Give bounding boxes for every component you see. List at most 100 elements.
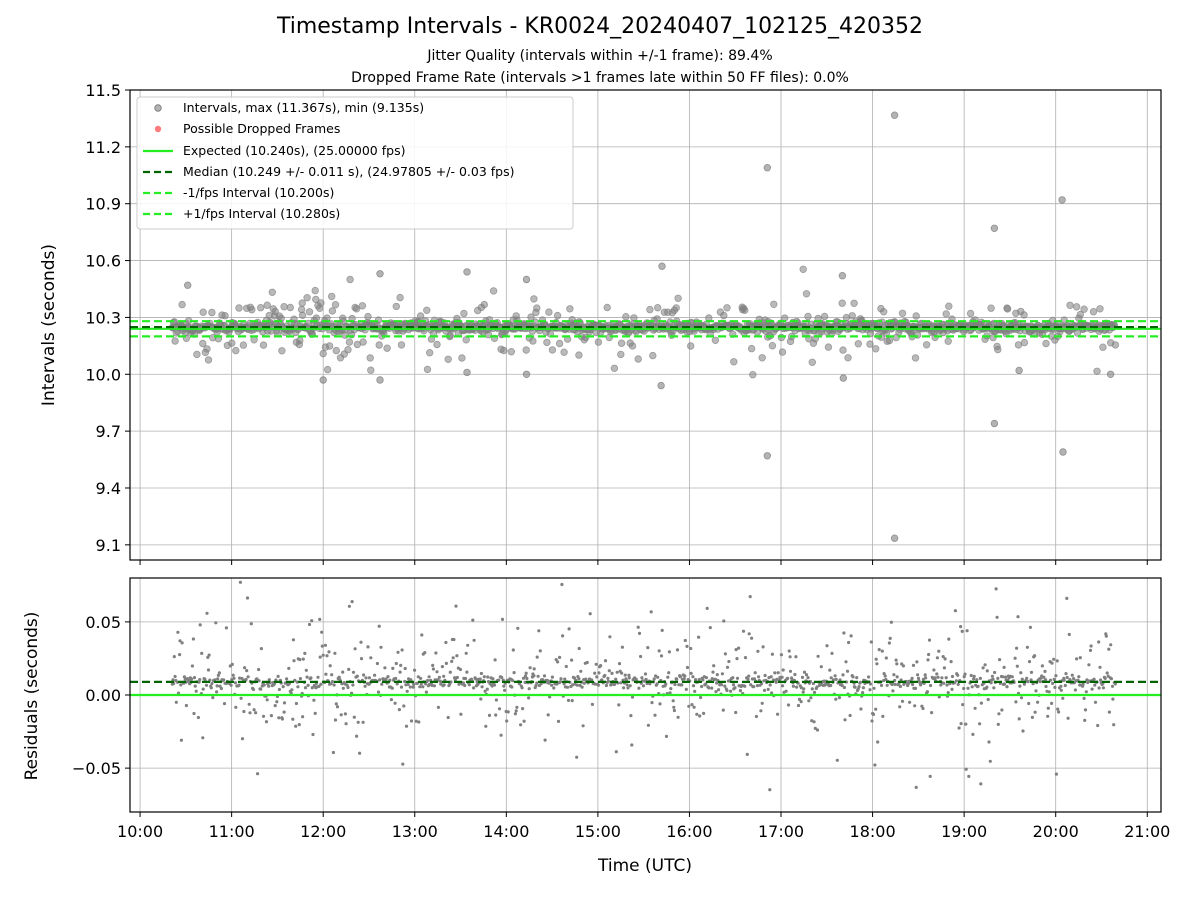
interval-point <box>286 303 294 312</box>
residual-point <box>867 675 871 679</box>
residual-point <box>942 666 947 670</box>
residual-point <box>911 663 916 668</box>
residual-point <box>577 677 581 681</box>
residual-point <box>619 681 623 685</box>
residual-point <box>282 701 287 705</box>
residual-point <box>943 657 947 661</box>
chart-title: Timestamp Intervals - KR0024_20240407_10… <box>276 14 924 39</box>
interval-outlier-point <box>890 111 899 119</box>
residual-point <box>386 675 390 679</box>
residual-point <box>339 713 343 717</box>
residual-point <box>819 665 823 669</box>
residual-point <box>975 678 979 682</box>
residual-point <box>933 676 937 680</box>
residual-point <box>700 684 704 689</box>
residual-point <box>377 624 381 628</box>
residual-point <box>1107 647 1111 651</box>
residual-point <box>187 678 191 682</box>
residual-point <box>522 719 526 723</box>
residual-point <box>812 720 816 724</box>
residual-point <box>747 674 751 678</box>
residual-point <box>570 699 574 703</box>
residual-point <box>892 673 896 677</box>
residual-point <box>543 738 547 742</box>
intervals-y-tick-label: 10.6 <box>85 252 121 271</box>
residual-point <box>969 673 973 678</box>
residual-point <box>715 673 719 677</box>
residual-point <box>861 686 866 690</box>
residual-point <box>655 682 659 686</box>
residual-point <box>954 679 959 683</box>
residual-point <box>997 712 1001 716</box>
residual-point <box>575 755 579 759</box>
residual-point <box>400 648 404 652</box>
intervals-legend: Intervals, max (11.367s), min (9.135s) P… <box>136 96 574 230</box>
intervals-plot-frame <box>129 89 1162 561</box>
residual-point <box>671 699 675 703</box>
residual-point <box>191 637 195 641</box>
residual-point <box>211 696 215 700</box>
residual-point <box>735 657 739 661</box>
residual-point <box>464 651 468 655</box>
residual-point <box>641 684 646 688</box>
x-tick-label: 16:00 <box>666 822 712 841</box>
residual-point <box>535 681 539 685</box>
residual-point <box>1020 677 1024 681</box>
residual-point <box>556 719 561 724</box>
residual-point <box>828 668 832 672</box>
residual-point <box>924 676 928 680</box>
residual-point <box>796 703 801 708</box>
residuals-panel: −0.050.000.05 10:00 11:00 12:00 13:00 14:00 1… <box>22 577 1170 876</box>
residual-point <box>722 619 726 623</box>
interval-point <box>319 349 327 358</box>
residual-point <box>720 672 725 676</box>
residual-point <box>858 680 863 685</box>
interval-outlier-point <box>1106 370 1115 378</box>
residual-point <box>944 676 948 680</box>
residual-point <box>788 655 792 659</box>
interval-point <box>553 311 562 320</box>
residual-point <box>725 688 729 693</box>
residual-point <box>784 689 788 693</box>
residual-point <box>815 685 819 689</box>
residual-point <box>1017 717 1021 721</box>
residual-point <box>906 682 910 686</box>
residual-point <box>1033 710 1037 714</box>
interval-point <box>617 350 625 359</box>
residual-point <box>403 666 407 671</box>
x-tick-label: 15:00 <box>575 822 621 841</box>
residual-point <box>868 688 872 692</box>
residual-point <box>579 669 583 673</box>
residual-point <box>743 656 748 660</box>
residual-point <box>249 622 253 626</box>
residual-point <box>524 671 528 675</box>
interval-point <box>1072 303 1081 311</box>
residual-point <box>754 714 759 719</box>
intervals-y-tick-label: 9.4 <box>96 479 121 498</box>
residual-point <box>1044 684 1048 689</box>
residual-point <box>781 668 785 672</box>
residual-point <box>347 604 351 608</box>
residual-point <box>913 704 917 708</box>
residual-point <box>625 683 629 687</box>
residual-point <box>683 674 687 678</box>
residual-point <box>321 653 325 657</box>
residual-point <box>699 695 703 700</box>
residual-point <box>245 596 250 600</box>
residual-point <box>617 703 621 707</box>
interval-point <box>687 342 695 350</box>
interval-point <box>396 293 404 302</box>
residual-point <box>491 677 495 681</box>
residual-point <box>921 706 925 711</box>
residual-point <box>176 630 180 634</box>
residual-point <box>610 671 614 676</box>
residual-point <box>1005 685 1009 689</box>
residual-point <box>535 655 539 659</box>
residual-point <box>937 695 941 699</box>
intervals-y-tick-label: 10.9 <box>85 195 121 214</box>
residual-point <box>1063 683 1067 688</box>
interval-point <box>1093 367 1101 375</box>
residual-point <box>1015 664 1019 668</box>
residual-point <box>959 625 963 629</box>
residual-point <box>872 686 876 690</box>
